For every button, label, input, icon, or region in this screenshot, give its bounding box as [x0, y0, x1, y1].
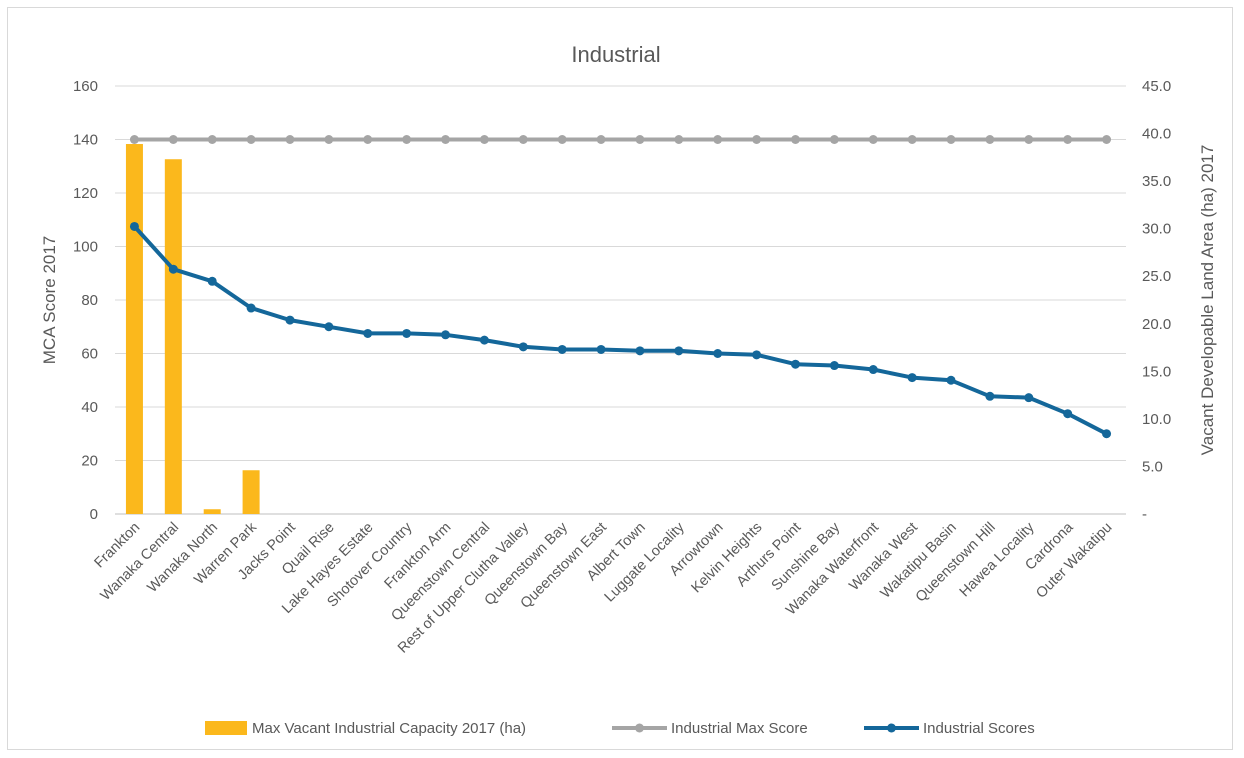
- data-point: [1063, 135, 1073, 144]
- y2-tick-label: 45.0: [1142, 78, 1171, 95]
- y2-tick-label: 25.0: [1142, 268, 1171, 285]
- data-point: [1024, 393, 1034, 403]
- y2-tick-label: 35.0: [1142, 173, 1171, 190]
- data-point: [907, 373, 917, 383]
- data-point: [402, 328, 412, 338]
- y2-tick-label: 20.0: [1142, 316, 1171, 333]
- y2-tick-label: 10.0: [1142, 411, 1171, 428]
- data-point: [246, 303, 256, 313]
- data-point: [790, 359, 800, 369]
- data-point: [518, 135, 528, 144]
- legend-label: Industrial Max Score: [671, 720, 808, 737]
- y2-tick-label: -: [1142, 506, 1147, 523]
- data-point: [441, 135, 451, 144]
- data-point: [285, 135, 295, 144]
- legend-swatch-bar: [205, 721, 247, 735]
- data-point: [752, 350, 762, 360]
- data-point: [1063, 409, 1073, 419]
- y-tick-label: 20: [81, 453, 98, 470]
- data-point: [441, 330, 451, 340]
- chart-frame: [7, 7, 1233, 750]
- y2-tick-label: 30.0: [1142, 221, 1171, 238]
- y-tick-label: 60: [81, 346, 98, 363]
- y-tick-label: 40: [81, 399, 98, 416]
- gridlines: [115, 85, 1126, 515]
- x-tick-label: Wanaka West: [846, 520, 921, 595]
- data-point: [674, 346, 684, 356]
- data-point: [868, 365, 878, 375]
- data-point: [246, 135, 256, 144]
- series-line: [132, 225, 1108, 436]
- data-point: [402, 135, 412, 144]
- bar-series: [125, 144, 260, 515]
- y2-tick-label: 15.0: [1142, 363, 1171, 380]
- data-point: [713, 349, 723, 358]
- data-point: [324, 135, 334, 144]
- data-point: [207, 135, 217, 144]
- data-point: [129, 221, 139, 231]
- bar: [125, 144, 143, 515]
- y-tick-label: 80: [81, 292, 98, 309]
- data-point: [946, 375, 956, 385]
- y-axis-ticks: 0 20 40 60 80 100 120 140 160: [73, 78, 98, 523]
- legend-label: Max Vacant Industrial Capacity 2017 (ha): [252, 720, 526, 737]
- data-point: [557, 344, 567, 354]
- data-point: [168, 264, 178, 274]
- data-point: [363, 135, 373, 144]
- data-point: [829, 361, 839, 371]
- legend-swatch-marker: [887, 723, 896, 733]
- legend-label: Industrial Scores: [923, 720, 1035, 737]
- bar: [203, 509, 221, 514]
- data-point: [635, 346, 645, 356]
- data-point: [946, 135, 956, 144]
- data-point: [479, 335, 489, 345]
- bar: [164, 159, 182, 515]
- y-tick-label: 120: [73, 185, 98, 202]
- data-point: [635, 135, 645, 144]
- y-tick-label: 160: [73, 78, 98, 95]
- data-point: [596, 344, 606, 354]
- y-axis-title: MCA Score 2017: [40, 236, 59, 365]
- data-point: [285, 315, 295, 325]
- data-point: [752, 135, 762, 144]
- legend-swatch-marker: [635, 723, 644, 733]
- data-point: [168, 135, 178, 144]
- data-point: [907, 135, 917, 144]
- y2-axis-title: Vacant Developable Land Area (ha) 2017: [1198, 145, 1217, 456]
- data-point: [129, 135, 139, 144]
- y-tick-label: 140: [73, 132, 98, 149]
- data-point: [985, 391, 995, 401]
- data-point: [1102, 135, 1112, 144]
- y2-tick-label: 40.0: [1142, 126, 1171, 143]
- data-point: [790, 135, 800, 144]
- data-point: [674, 135, 684, 144]
- data-point: [985, 135, 995, 144]
- data-point: [1024, 135, 1034, 144]
- line-series: [129, 135, 1112, 439]
- data-point: [207, 276, 217, 286]
- chart-title: Industrial: [571, 42, 660, 67]
- data-point: [868, 135, 878, 144]
- data-point: [829, 135, 839, 144]
- bar: [242, 470, 260, 514]
- data-point: [557, 135, 567, 144]
- y2-axis-ticks: - 5.0 10.0 15.0 20.0 25.0 30.0 35.0 40.0 45.0: [1142, 78, 1171, 523]
- y-tick-label: 0: [90, 506, 98, 523]
- data-point: [518, 342, 528, 352]
- legend: Max Vacant Industrial Capacity 2017 (ha)…: [205, 720, 1035, 737]
- data-point: [713, 135, 723, 144]
- y2-tick-label: 5.0: [1142, 458, 1163, 475]
- data-point: [1102, 429, 1112, 439]
- data-point: [324, 322, 334, 332]
- data-point: [479, 135, 489, 144]
- y-tick-label: 100: [73, 239, 98, 256]
- data-point: [363, 328, 373, 338]
- data-point: [596, 135, 606, 144]
